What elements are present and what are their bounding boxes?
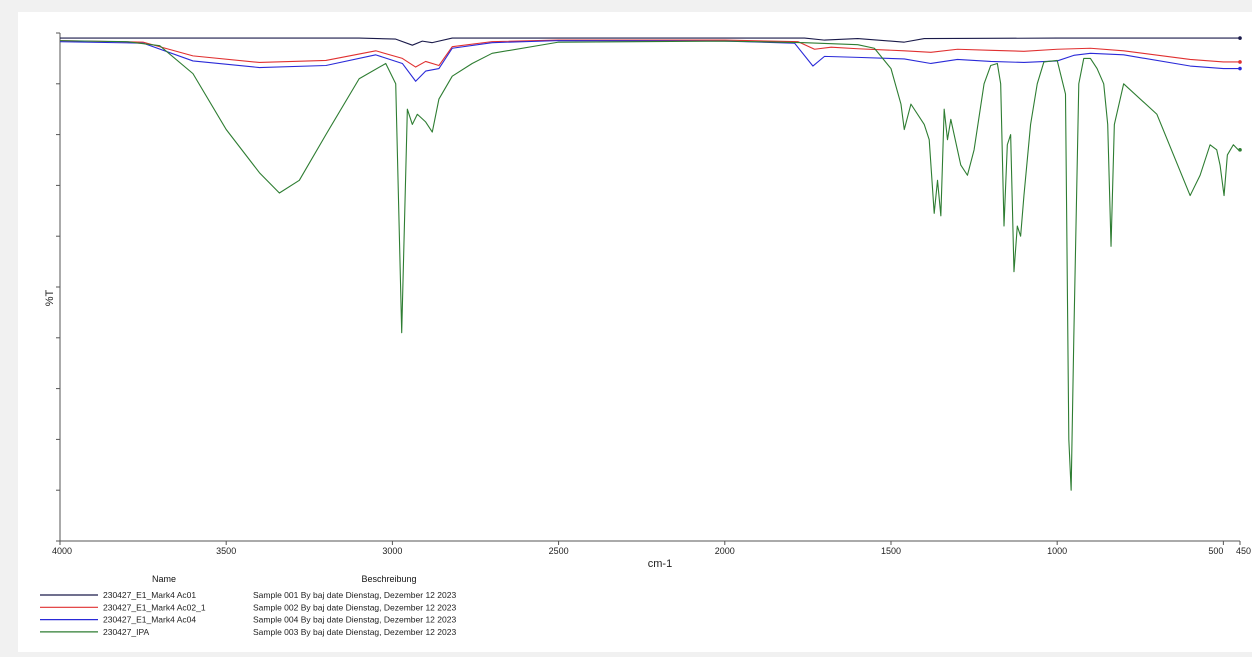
series-line-4: [59, 40, 1240, 491]
legend-series-name: 230427_E1_Mark4 Ac01: [103, 590, 196, 600]
x-axis-title: cm-1: [648, 558, 672, 570]
series-end-marker: [1238, 36, 1242, 40]
y-ticks: [56, 32, 60, 542]
legend-rows: 230427_E1_Mark4 Ac01 Sample 001 By baj da…: [40, 590, 456, 637]
legend-series-name: 230427_IPA: [103, 627, 149, 637]
ir-spectrum-chart: 4000 3500 3000 2500 2000 1500 1000 500 450 %T cm…: [40, 32, 1251, 637]
legend-header-name: Name: [152, 574, 176, 584]
x-tick-label: 1500: [881, 546, 901, 556]
y-axis-title: %T: [44, 289, 56, 306]
legend-series-name: 230427_E1_Mark4 Ac04: [103, 615, 196, 625]
legend-series-description: Sample 002 By baj date Dienstag, Dezembe…: [253, 602, 456, 612]
series-end-marker: [1238, 60, 1242, 64]
x-tick-label: 500: [1208, 546, 1223, 556]
x-tick-label: 2500: [549, 546, 569, 556]
legend-series-name: 230427_E1_Mark4 Ac02_1: [103, 602, 206, 612]
series-end-marker: [1238, 66, 1242, 71]
x-tick-label: 3000: [382, 546, 402, 556]
x-tick-label: 2000: [715, 546, 735, 556]
x-tick-label: 1000: [1047, 546, 1067, 556]
legend-header-description: Beschreibung: [361, 574, 416, 584]
x-ticks: 4000 3500 3000 2500 2000 1500 1000 500 450: [52, 541, 1251, 556]
x-tick-label: 450: [1236, 546, 1251, 556]
series-line-1: [60, 37, 1240, 46]
legend-series-description: Sample 003 By baj date Dienstag, Dezembe…: [253, 627, 456, 637]
plot-area: 4000 3500 3000 2500 2000 1500 1000 500 450 %T cm…: [44, 32, 1251, 570]
series-line-3: [59, 40, 1240, 82]
legend-series-description: Sample 001 By baj date Dienstag, Dezembe…: [253, 590, 456, 600]
x-tick-label: 3500: [216, 546, 236, 556]
series-end-marker: [1238, 148, 1242, 152]
legend-series-description: Sample 004 By baj date Dienstag, Dezembe…: [253, 615, 456, 625]
series-lines: [59, 36, 1242, 491]
series-line-2: [59, 39, 1240, 68]
legend: Name Beschreibung 230427_E1_Mark4 Ac01 Sa…: [40, 574, 456, 637]
x-tick-label: 4000: [52, 546, 72, 556]
chart-panel: 4000 3500 3000 2500 2000 1500 1000 500 450 %T cm…: [18, 12, 1252, 652]
